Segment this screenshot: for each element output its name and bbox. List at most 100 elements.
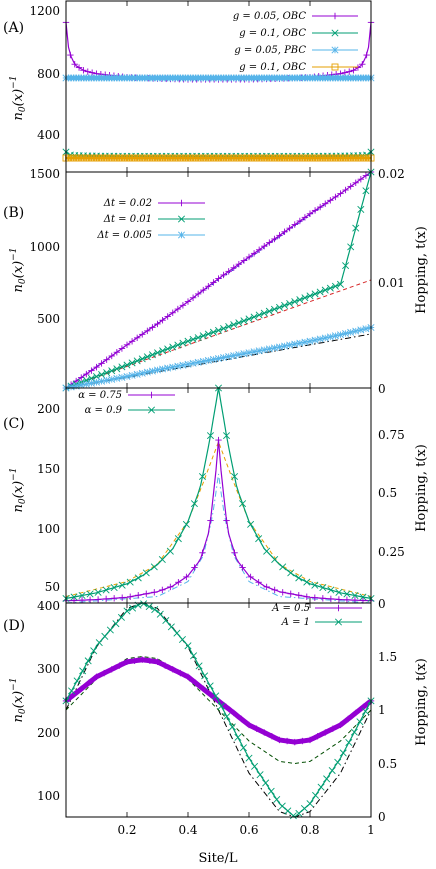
series-marker-3-1 (245, 754, 253, 762)
series-marker-1-2 (87, 379, 95, 387)
ytick-label: 1200 (29, 4, 60, 18)
series-marker-1-1 (250, 313, 258, 321)
legend-b-1: Δt = 0.02 (103, 198, 152, 209)
series-marker-2-1 (279, 563, 287, 571)
series-marker-1-1 (184, 337, 192, 345)
series-marker-1-1 (321, 286, 329, 294)
series-marker-1-2 (347, 328, 355, 336)
series-marker-3-1 (73, 677, 81, 685)
series-marker-2-1 (102, 586, 110, 594)
hopping-line-1-1 (65, 279, 372, 389)
series-marker-1-2 (133, 370, 141, 378)
series-marker-2-1 (70, 593, 78, 601)
series-marker-1-1 (204, 330, 212, 338)
series-marker-1-2 (82, 380, 90, 388)
series-marker-1-2 (255, 347, 263, 355)
series-marker-2-1 (126, 578, 134, 586)
series-marker-1-2 (214, 354, 223, 362)
y2tick-label: 1 (378, 703, 386, 717)
xtick-label: 0.4 (178, 823, 197, 837)
series-marker-1-1 (153, 349, 162, 357)
series-marker-1-2 (194, 358, 202, 366)
series-marker-3-1 (251, 762, 259, 770)
series-marker-1-1 (98, 371, 106, 379)
series-marker-1-2 (265, 345, 273, 353)
series-marker-3-1 (339, 749, 347, 757)
series-marker-1-2 (118, 373, 126, 381)
y2ticks-d: 0 1.5 1 0.5 0 (378, 597, 397, 824)
series-marker-1-2 (357, 326, 365, 334)
legend-a-2: g = 0.1, OBC (239, 28, 306, 39)
series-marker-1-1 (235, 319, 243, 327)
series-marker-1-2 (199, 357, 207, 365)
series-marker-1-1 (281, 301, 289, 309)
ytick-label: 300 (37, 662, 60, 676)
series-marker-3-1 (151, 606, 159, 614)
series-marker-1-2 (275, 343, 284, 351)
ytick-label: 1000 (29, 240, 60, 254)
series-marker-1-2 (321, 334, 329, 342)
series-marker-2-1 (166, 547, 174, 555)
legend-a-4: g = 0.1, OBC (239, 62, 306, 73)
series-marker-2-1 (263, 547, 271, 555)
series-marker-1-1 (194, 334, 202, 342)
series-marker-1-1 (301, 294, 309, 302)
series-marker-3-1 (217, 702, 225, 710)
y2label-c: Hopping, t(x) (414, 444, 429, 532)
series-marker-3-1 (234, 733, 242, 741)
series-marker-1-1 (189, 335, 197, 343)
series-marker-2-1 (327, 586, 335, 594)
legend-b: Δt = 0.02 Δt = 0.01 Δt = 0.005 (96, 198, 152, 241)
series-marker-2-1 (198, 472, 206, 480)
series-marker-1-1 (138, 355, 146, 363)
ytick-label: 150 (37, 462, 60, 476)
series-marker-2-1 (255, 535, 263, 543)
series-line-0-0 (65, 22, 372, 80)
series-marker-1-1 (128, 359, 136, 367)
legend-c-2: α = 0.9 (85, 405, 123, 416)
ytick-label: 500 (37, 312, 60, 326)
y2tick-label: 0.5 (378, 486, 397, 500)
series-marker-1-1 (108, 367, 116, 375)
hopping-line-1-2 (65, 333, 372, 389)
series-marker-1-2 (352, 327, 360, 335)
panel-label-b: (B) (3, 205, 24, 221)
plot-area (62, 12, 375, 820)
series-marker-1-2 (204, 356, 212, 364)
series-marker-2-1 (247, 520, 255, 528)
series-marker-1-1 (342, 262, 350, 270)
series-marker-1-2 (270, 344, 278, 352)
series-marker-1-2 (108, 375, 116, 383)
series-marker-2-1 (134, 574, 142, 582)
series-marker-2-1 (335, 588, 343, 596)
series-marker-3-1 (190, 652, 198, 660)
series-marker-1-1 (169, 343, 177, 351)
panel-frames (65, 0, 372, 818)
series-marker-1-2 (296, 339, 304, 347)
series-marker-1-1 (347, 243, 355, 251)
series-marker-1-2 (179, 361, 187, 369)
panel-frame-3 (65, 602, 372, 818)
series-marker-1-2 (225, 353, 233, 361)
xtick-label: 0.8 (300, 823, 319, 837)
series-marker-2-1 (271, 556, 279, 564)
panel-label-a: (A) (3, 20, 24, 36)
series-marker-2-1 (174, 535, 182, 543)
series-marker-1-1 (174, 341, 182, 349)
series-marker-3-1 (90, 647, 98, 655)
series-marker-1-1 (296, 296, 304, 304)
series-marker-2-1 (343, 590, 351, 598)
legend-b-2: Δt = 0.01 (103, 214, 152, 225)
y2tick-label: 0 (378, 382, 386, 396)
series-marker-2-1 (303, 578, 311, 586)
series-marker-1-2 (209, 355, 217, 363)
series-marker-1-2 (331, 332, 339, 340)
series-marker-2-1 (223, 432, 231, 440)
series-marker-1-1 (103, 369, 111, 377)
ytick-label: 800 (37, 67, 60, 81)
series-marker-1-2 (153, 366, 162, 374)
y2tick-label: 0 (378, 597, 386, 611)
series-marker-2-1 (158, 556, 166, 564)
yticks-d: 400 300 200 100 (37, 599, 60, 803)
annotations (128, 15, 362, 623)
